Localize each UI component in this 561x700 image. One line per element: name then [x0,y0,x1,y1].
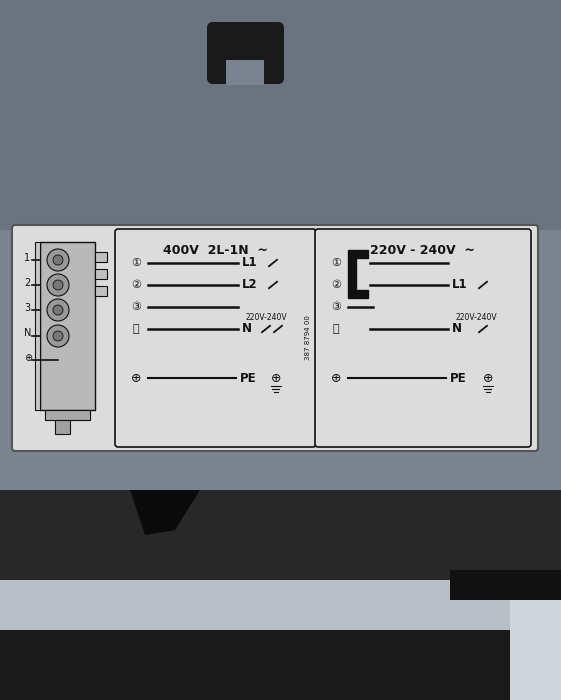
Text: PE: PE [240,372,256,384]
Text: ⊕: ⊕ [271,372,281,384]
Bar [450,570,561,600]
FancyBboxPatch shape [12,225,538,451]
Text: 3: 3 [24,303,30,313]
Text: N: N [452,323,462,335]
Circle shape [53,331,63,341]
Circle shape [47,325,69,347]
Circle shape [47,299,69,321]
FancyBboxPatch shape [315,229,531,447]
Bar [95,286,107,296]
Bar [226,60,264,85]
Text: 2: 2 [24,278,30,288]
Text: 220V - 240V  ~: 220V - 240V ~ [370,244,476,256]
Text: N: N [24,328,31,338]
Bar [35,242,40,410]
Text: ⊕: ⊕ [24,353,32,363]
Text: L2: L2 [242,279,257,291]
Text: Ⓝ: Ⓝ [133,324,139,334]
Circle shape [47,249,69,271]
Text: 220V-240V: 220V-240V [246,314,288,323]
FancyBboxPatch shape [115,229,316,447]
Bar [95,269,107,279]
Text: 400V  2L-1N  ~: 400V 2L-1N ~ [163,244,268,256]
Text: ②: ② [331,280,341,290]
Text: ⊕: ⊕ [331,372,341,384]
Text: L1: L1 [242,256,257,270]
Text: ③: ③ [331,302,341,312]
Circle shape [47,274,69,296]
Text: N: N [242,323,252,335]
Text: ③: ③ [131,302,141,312]
Text: ⊕: ⊕ [483,372,493,384]
Polygon shape [348,250,368,298]
Text: L1: L1 [452,279,468,291]
Bar [95,252,107,262]
Text: 1: 1 [24,253,30,263]
Circle shape [53,280,63,290]
Bar [0,0,561,230]
Bar [55,420,70,434]
Bar [0,580,561,660]
Bar [510,570,561,700]
Bar [0,630,561,700]
Text: ①: ① [131,258,141,268]
Text: 387 8794 00: 387 8794 00 [305,316,311,360]
Text: ①: ① [331,258,341,268]
Bar [45,410,90,420]
Bar [40,242,95,410]
Circle shape [53,305,63,315]
Text: PE: PE [450,372,467,384]
FancyBboxPatch shape [207,22,284,84]
Circle shape [53,255,63,265]
Text: ⊕: ⊕ [131,372,141,384]
Text: ②: ② [131,280,141,290]
Bar [0,490,561,610]
Polygon shape [130,490,200,535]
Text: 220V-240V: 220V-240V [456,314,498,323]
Text: Ⓝ: Ⓝ [333,324,339,334]
